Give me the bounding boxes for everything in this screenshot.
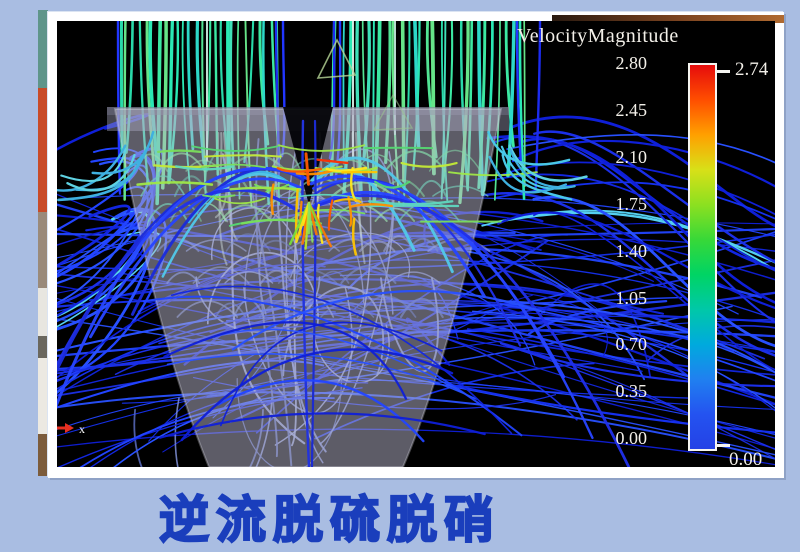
colorbar-min-value: 0.00 [729, 449, 763, 467]
colorbar-min-tick [717, 444, 730, 447]
streamlines-front [57, 119, 631, 467]
colorbar-title: VelocityMagnitude [517, 25, 679, 47]
strip-segment [38, 358, 48, 434]
colorbar [688, 63, 717, 451]
colorbar-tick-label: 0.70 [615, 334, 648, 355]
background-layer-sliver-top [552, 15, 784, 23]
strip-segment [38, 10, 48, 88]
strip-segment [38, 88, 48, 212]
cfd-viewport: x VelocityMagnitude 2.80 2.45 2.10 1.75 1.40… [57, 21, 775, 467]
nozzle-outline-icon [372, 93, 414, 131]
colorbar-tick-label: 1.75 [615, 193, 648, 214]
colorbar-tick-label: 1.40 [615, 240, 648, 261]
colorbar-tick-label: 2.80 [615, 53, 648, 73]
axis-label-x: x [79, 422, 85, 436]
center-dark-gap [283, 107, 333, 205]
axis-marker: x [57, 422, 85, 436]
strip-segment [38, 212, 48, 288]
colorbar-tick-label: 1.05 [615, 287, 648, 308]
strip-segment [38, 336, 48, 358]
colorbar-tick-label: 0.35 [615, 381, 648, 402]
colorbar-max-value: 2.74 [735, 59, 769, 80]
colorbar-max-tick [717, 70, 730, 73]
colorbar-tick-label: 0.00 [615, 428, 648, 449]
slide-caption: 逆流脱硫脱硝 [158, 491, 501, 549]
background-layer-strip [38, 4, 48, 476]
colorbar-tick-label: 2.10 [615, 146, 648, 167]
nozzle-outline-icon [316, 38, 357, 79]
streamline-plot: x [57, 21, 775, 467]
strip-segment [38, 288, 48, 336]
strip-segment [38, 434, 48, 476]
axis-arrow-head-icon [65, 423, 74, 433]
colorbar-tick-label: 2.45 [615, 99, 648, 120]
